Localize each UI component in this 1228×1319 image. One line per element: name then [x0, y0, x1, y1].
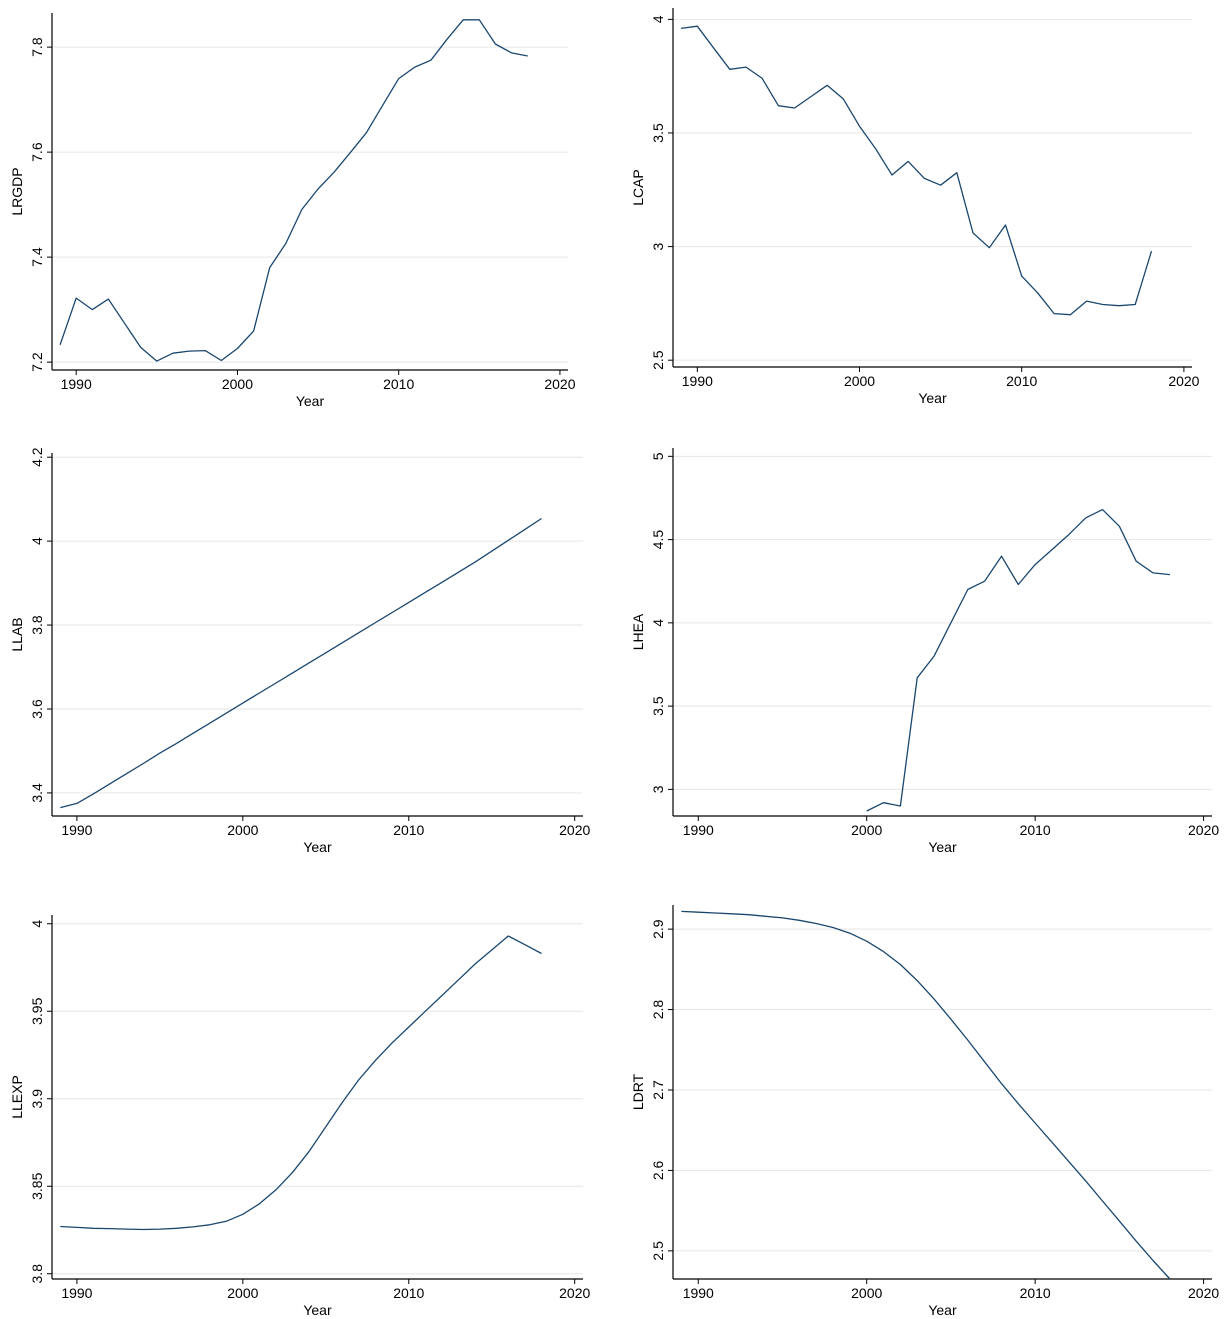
- x-tick-label-lrgdp-2: 2010: [383, 376, 414, 392]
- y-tick-label-llab-2: 3.8: [29, 615, 45, 635]
- y-tick-label-llab-4: 4.2: [29, 447, 45, 467]
- y-tick-label-llexp-3: 3.95: [29, 997, 45, 1024]
- x-tick-label-lhea-0: 1990: [683, 822, 714, 838]
- series-line-ldrt: [681, 910, 1171, 1280]
- x-axis-title-llexp: Year: [303, 1302, 332, 1318]
- y-tick-label-llab-0: 3.4: [29, 783, 45, 803]
- y-tick-label-lrgdp-0: 7.2: [29, 352, 45, 372]
- x-tick-label-llexp-1: 2000: [227, 1285, 258, 1301]
- x-tick-label-lcap-1: 2000: [844, 373, 875, 389]
- series-line-lcap: [681, 25, 1153, 316]
- y-tick-label-ldrt-1: 2.6: [650, 1160, 666, 1180]
- series-line-lhea: [866, 508, 1170, 812]
- y-tick-label-llab-3: 4: [29, 537, 45, 545]
- x-tick-label-ldrt-3: 2020: [1188, 1285, 1219, 1301]
- y-tick-label-llab-1: 3.6: [29, 699, 45, 719]
- y-tick-label-lrgdp-2: 7.6: [29, 142, 45, 162]
- chart-panel-ldrt: 2.5 2.6 2.7 2.8 2.9 1990 2000 2010 2020 Year LDRT: [630, 905, 1219, 1318]
- x-axis-title-llab: Year: [303, 839, 332, 855]
- x-axis-title-ldrt: Year: [928, 1302, 957, 1318]
- series-line-lrgdp: [59, 19, 528, 362]
- x-tick-label-lhea-1: 2000: [851, 822, 882, 838]
- y-tick-label-lhea-1: 3.5: [650, 696, 666, 716]
- chart-panel-llexp: 3.8 3.85 3.9 3.95 4 1990 2000 2010 2020 Year LLEXP: [9, 915, 590, 1318]
- chart-panel-lcap: 2.5 3 3.5 4 1990 2000 2010 2020 Year LCAP: [630, 8, 1200, 406]
- y-axis-title-ldrt: LDRT: [630, 1073, 646, 1110]
- y-tick-label-lrgdp-3: 7.8: [29, 37, 45, 57]
- y-tick-label-lhea-4: 5: [650, 452, 666, 460]
- x-tick-label-llexp-2: 2010: [393, 1285, 424, 1301]
- y-tick-label-lcap-2: 3.5: [650, 123, 666, 143]
- x-tick-label-lrgdp-1: 2000: [222, 376, 253, 392]
- series-line-llexp: [60, 935, 542, 1231]
- y-tick-label-lrgdp-1: 7.4: [29, 247, 45, 267]
- x-tick-label-ldrt-0: 1990: [683, 1285, 714, 1301]
- x-axis-title-lhea: Year: [928, 839, 957, 855]
- y-axis-title-llexp: LLEXP: [9, 1075, 25, 1119]
- y-axis-title-lrgdp: LRGDP: [9, 167, 25, 215]
- x-tick-label-lcap-0: 1990: [682, 373, 713, 389]
- series-line-llab: [60, 517, 542, 809]
- chart-panel-lhea: 3 3.5 4 4.5 5 1990 2000 2010 2020 Year LHEA: [630, 448, 1219, 855]
- x-tick-label-lcap-3: 2020: [1168, 373, 1199, 389]
- y-tick-label-ldrt-4: 2.9: [650, 919, 666, 939]
- y-tick-label-llexp-2: 3.9: [29, 1089, 45, 1109]
- chart-panel-llab: 3.4 3.6 3.8 4 4.2 1990 2000 2010 2020 Year LLAB: [9, 447, 590, 855]
- x-tick-label-llab-0: 1990: [61, 822, 92, 838]
- y-tick-label-lcap-0: 2.5: [650, 350, 666, 370]
- x-tick-label-ldrt-2: 2010: [1020, 1285, 1051, 1301]
- y-tick-label-llexp-0: 3.8: [29, 1264, 45, 1284]
- y-tick-label-ldrt-0: 2.5: [650, 1241, 666, 1261]
- y-tick-label-lcap-3: 4: [650, 15, 666, 23]
- x-tick-label-lhea-3: 2020: [1188, 822, 1219, 838]
- chart-panel-lrgdp: 7.2 7.4 7.6 7.8 1990 2000 2010 2020 Year LRGDP: [9, 13, 576, 409]
- y-tick-label-llexp-4: 4: [29, 920, 45, 928]
- y-tick-label-lhea-2: 4: [650, 619, 666, 627]
- x-tick-label-llab-1: 2000: [227, 822, 258, 838]
- x-tick-label-llexp-3: 2020: [559, 1285, 590, 1301]
- y-axis-title-lhea: LHEA: [630, 613, 646, 650]
- x-tick-label-lrgdp-3: 2020: [544, 376, 575, 392]
- y-axis-title-lcap: LCAP: [630, 169, 646, 206]
- x-tick-label-ldrt-1: 2000: [851, 1285, 882, 1301]
- x-tick-label-llexp-0: 1990: [61, 1285, 92, 1301]
- y-tick-label-llexp-1: 3.85: [29, 1172, 45, 1199]
- y-tick-label-lhea-3: 4.5: [650, 530, 666, 550]
- x-axis-title-lrgdp: Year: [296, 393, 325, 409]
- y-tick-label-ldrt-3: 2.8: [650, 1000, 666, 1020]
- y-tick-label-ldrt-2: 2.7: [650, 1080, 666, 1100]
- y-tick-label-lcap-1: 3: [650, 242, 666, 250]
- y-tick-label-lhea-0: 3: [650, 785, 666, 793]
- y-axis-title-llab: LLAB: [9, 617, 25, 651]
- x-tick-label-llab-2: 2010: [393, 822, 424, 838]
- x-tick-label-llab-3: 2020: [559, 822, 590, 838]
- x-tick-label-lrgdp-0: 1990: [61, 376, 92, 392]
- x-tick-label-lcap-2: 2010: [1006, 373, 1037, 389]
- x-axis-title-lcap: Year: [918, 390, 947, 406]
- x-tick-label-lhea-2: 2010: [1020, 822, 1051, 838]
